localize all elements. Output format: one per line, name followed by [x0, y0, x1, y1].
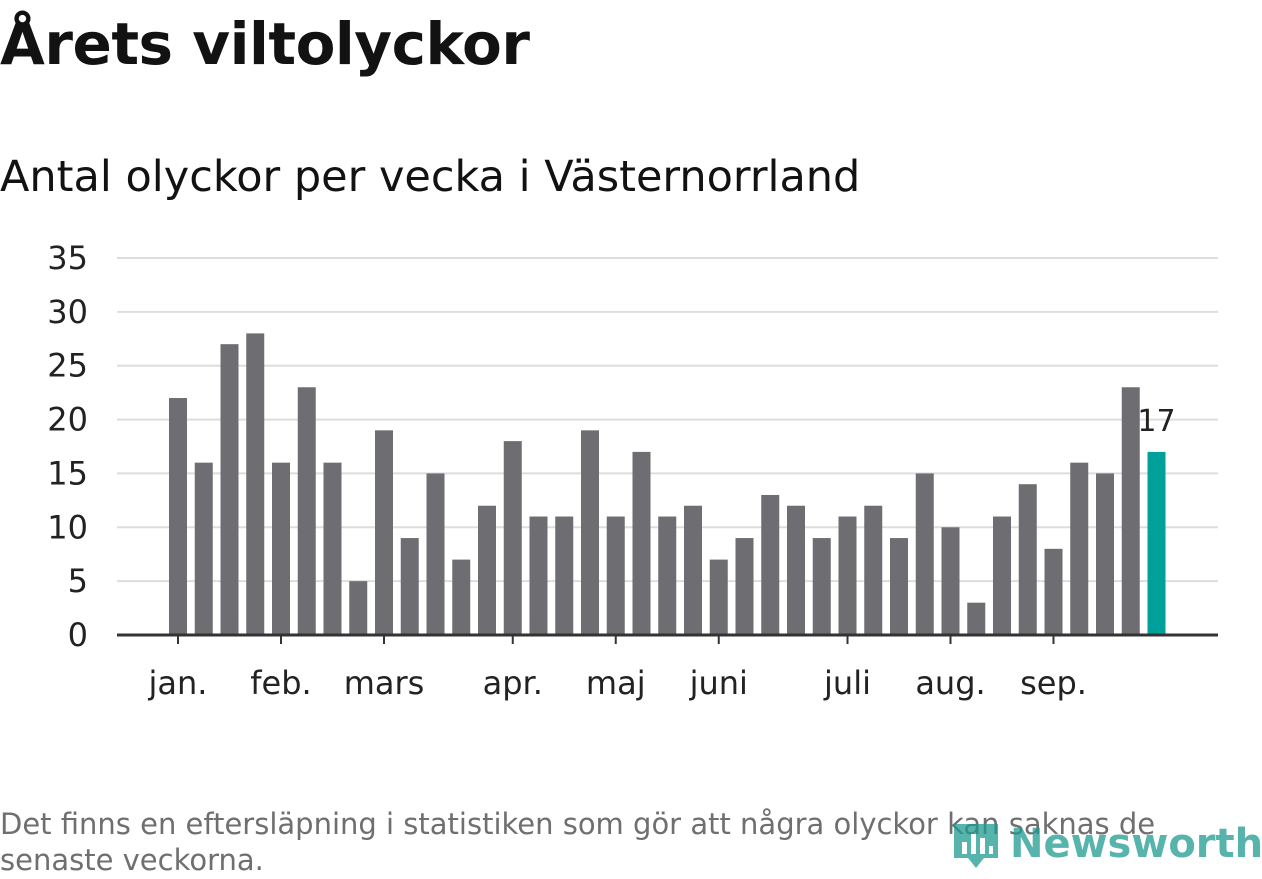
y-tick-label: 20 — [47, 401, 88, 439]
bar-chart: 0 5 10 15 20 25 30 35 jan. feb. mars apr. maj juni ju… — [47, 239, 1218, 702]
bar — [349, 581, 368, 635]
bar — [375, 430, 393, 635]
bar — [761, 494, 780, 635]
highlight-value-label: 17 — [1137, 404, 1175, 439]
x-tick-label: juli — [823, 664, 871, 702]
data-labels: 17 — [1137, 404, 1175, 439]
bar — [1121, 387, 1140, 635]
bar — [1018, 484, 1037, 635]
y-tick-label: 10 — [47, 508, 88, 546]
x-tick-label: jan. — [148, 664, 208, 702]
bar-highlight — [1147, 451, 1166, 635]
bar — [915, 473, 934, 635]
bar — [452, 559, 471, 635]
bar — [246, 333, 265, 635]
bar — [1096, 473, 1114, 635]
bar — [297, 387, 316, 635]
y-tick-label: 30 — [47, 293, 88, 331]
bar — [632, 451, 651, 635]
bar — [169, 398, 187, 635]
x-tick-label: juni — [689, 664, 748, 702]
bar — [606, 516, 625, 635]
y-tick-label: 25 — [47, 347, 88, 385]
bar — [658, 516, 677, 635]
bar — [426, 473, 445, 635]
bar — [941, 527, 960, 635]
bar — [967, 602, 986, 635]
chart-title: Årets viltolyckor — [0, 10, 530, 78]
x-tick-label: maj — [586, 664, 646, 702]
bar — [581, 430, 599, 635]
bar — [1044, 548, 1063, 635]
bar — [529, 516, 548, 635]
bar — [478, 505, 496, 635]
bars — [169, 333, 1166, 635]
x-tick-label: apr. — [483, 664, 543, 702]
bar — [890, 538, 908, 635]
bar — [503, 441, 522, 635]
bar — [400, 538, 419, 635]
x-tick-label: mars — [344, 664, 425, 702]
bar — [812, 538, 831, 635]
bar — [864, 505, 883, 635]
newsworthy-logo: Newsworthy — [950, 818, 1262, 870]
bar — [709, 559, 728, 635]
bar — [555, 516, 574, 635]
bar — [838, 516, 857, 635]
y-tick-label: 15 — [47, 454, 88, 492]
bar — [323, 462, 342, 635]
bar — [194, 462, 213, 635]
logo-text: Newsworthy — [1010, 821, 1262, 867]
bar — [993, 516, 1011, 635]
bar — [787, 505, 805, 635]
x-tick-label: feb. — [250, 664, 311, 702]
bar — [735, 538, 754, 635]
bar — [684, 505, 702, 635]
bar — [272, 462, 290, 635]
y-tick-label: 5 — [68, 562, 88, 600]
x-tick-label: sep. — [1020, 664, 1087, 702]
y-axis-ticks: 0 5 10 15 20 25 30 35 — [47, 239, 88, 654]
bar — [220, 344, 239, 635]
y-tick-label: 0 — [68, 616, 88, 654]
chart-subtitle: Antal olyckor per vecka i Västernorrland — [0, 152, 861, 202]
x-tick-label: aug. — [915, 664, 985, 702]
x-axis: jan. feb. mars apr. maj juni juli aug. sep. — [117, 633, 1218, 702]
newsworthy-logo-icon — [954, 824, 998, 868]
y-tick-label: 35 — [47, 239, 88, 277]
bar — [1070, 462, 1089, 635]
